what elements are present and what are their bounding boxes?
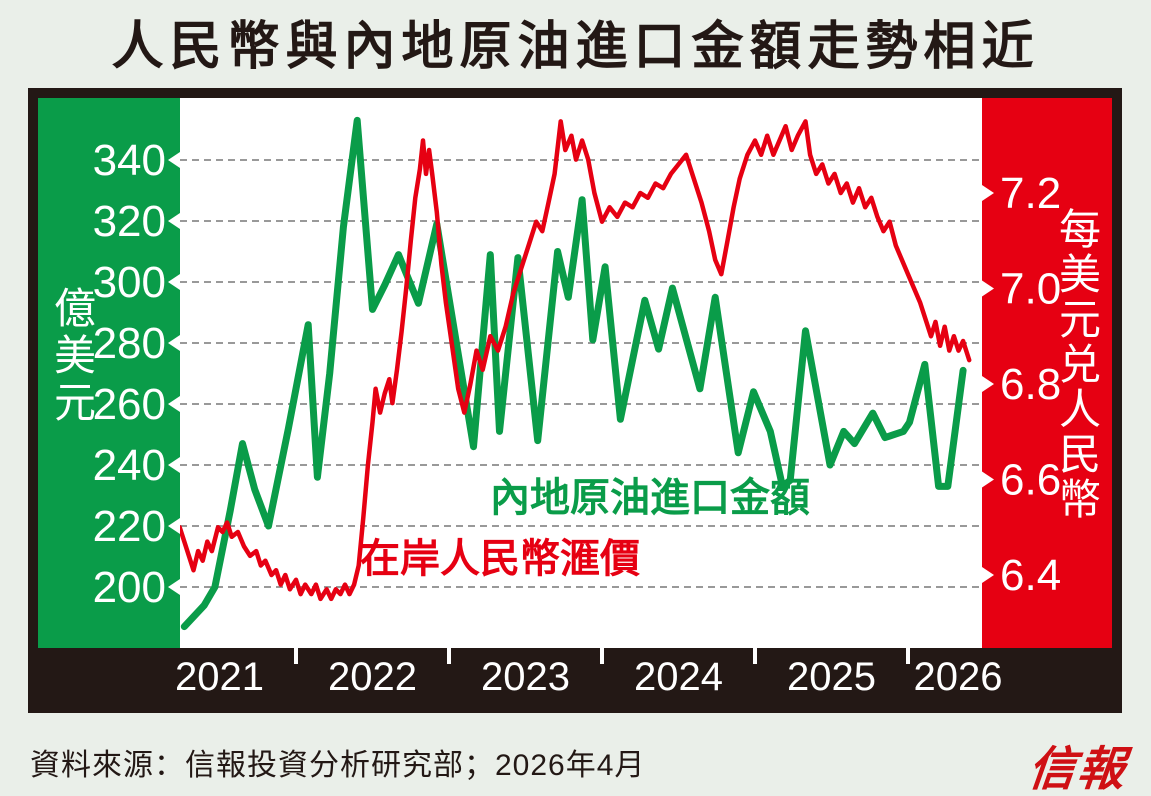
year-label: 2024 (634, 655, 723, 699)
right-tick-arrow-icon (982, 185, 994, 201)
left-axis-tick-label: 280 (93, 319, 166, 368)
legend-cny-rate: 在岸人民幣滙價 (360, 537, 640, 581)
right-axis-title: 每美元兑人民幣 (1059, 206, 1101, 523)
right-axis-tick-label: 6.8 (1000, 360, 1061, 409)
right-tick-arrow-icon (982, 471, 994, 488)
left-tick-arrow-icon (168, 579, 180, 595)
right-tick-arrow-icon (982, 280, 994, 297)
year-label: 2026 (914, 655, 1003, 699)
year-tick (906, 648, 910, 664)
left-axis-tick-label: 260 (93, 380, 166, 429)
legend-oil-import: 內地原油進口金額 (490, 475, 810, 520)
page-title: 人民幣與內地原油進口金額走勢相近 (111, 18, 1040, 76)
left-tick-arrow-icon (168, 457, 180, 473)
year-label: 2023 (481, 655, 570, 699)
right-axis-tick-label: 6.6 (1000, 456, 1061, 505)
year-tick (600, 648, 604, 664)
right-tick-arrow-icon (982, 567, 994, 583)
oil-import-line (180, 116, 967, 631)
source-note: 資料來源：信報投資分析研究部；2026年4月 (30, 749, 646, 782)
chart-canvas: 340 320 300 280 260 240 220 200 7.2 7.0 6.8 6.6 6.4 億… (38, 98, 1112, 703)
left-tick-arrow-icon (168, 396, 180, 412)
year-tick (753, 648, 757, 664)
year-tick (447, 648, 451, 664)
left-axis-tick-label: 220 (93, 502, 166, 551)
year-tick (294, 648, 298, 664)
left-axis-tick-label: 340 (93, 136, 166, 185)
year-label: 2021 (175, 655, 264, 699)
left-tick-arrow-icon (168, 518, 180, 534)
year-label: 2022 (328, 655, 417, 699)
left-axis-tick-label: 320 (93, 197, 166, 246)
left-tick-arrow-icon (168, 213, 180, 229)
cny-rate-line (180, 119, 972, 602)
right-axis-tick-label: 6.4 (1000, 551, 1061, 600)
year-label: 2025 (787, 655, 876, 699)
left-tick-arrow-icon (168, 152, 180, 168)
right-tick-arrow-icon (982, 376, 994, 392)
left-axis-band (38, 98, 180, 648)
right-axis-tick-label: 7.2 (1000, 169, 1061, 218)
left-tick-arrow-icon (168, 274, 180, 290)
left-tick-arrow-icon (168, 335, 180, 351)
right-axis-tick-label: 7.0 (1000, 265, 1061, 314)
left-axis-title: 億美元 (54, 285, 96, 426)
publisher-logo: 信報 (1025, 744, 1130, 796)
chart-frame: 340 320 300 280 260 240 220 200 7.2 7.0 6.8 6.6 6.4 億… (28, 88, 1122, 713)
left-axis-tick-label: 240 (93, 441, 166, 490)
right-axis-band (982, 98, 1112, 648)
x-axis-band (38, 648, 1112, 703)
left-axis-tick-label: 300 (93, 258, 166, 307)
left-axis-tick-label: 200 (93, 563, 166, 612)
